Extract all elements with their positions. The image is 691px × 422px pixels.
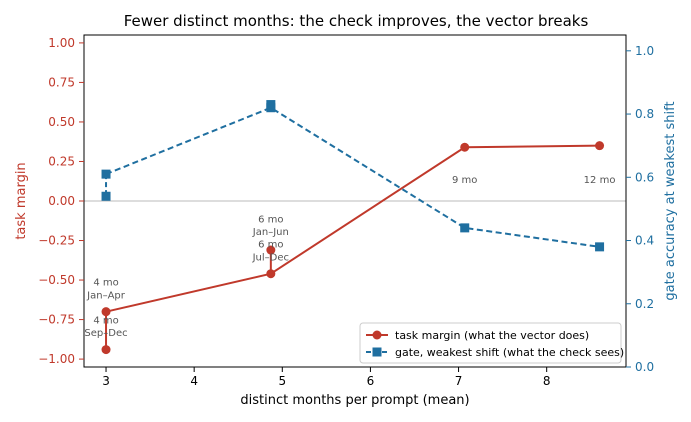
legend-gate-marker <box>372 347 382 357</box>
point-annotation: 4 mo <box>93 316 118 327</box>
gate-accuracy-point <box>101 169 111 179</box>
x-tick-label: 5 <box>278 374 286 388</box>
y-left-tick-label: 0.25 <box>48 154 75 168</box>
legend-box <box>359 322 622 364</box>
x-tick-label: 4 <box>190 374 198 388</box>
y-right-tick-label: 1.0 <box>635 44 654 58</box>
y-left-tick-label: −1.00 <box>38 352 75 366</box>
legend: task margin (what the vector does) gate,… <box>359 322 624 364</box>
task-margin-point <box>266 245 276 255</box>
task-margin-point <box>595 141 605 151</box>
y-right-tick-label: 0.6 <box>635 170 654 184</box>
point-annotation: Jan–Apr <box>86 290 126 301</box>
x-tick-label: 3 <box>102 374 110 388</box>
y-left-tick-label: 1.00 <box>48 36 75 50</box>
legend-gate-label: gate, weakest shift (what the check sees… <box>395 346 624 359</box>
gate-accuracy-point <box>595 242 605 252</box>
point-annotation: 6 mo <box>258 214 283 225</box>
legend-task-label: task margin (what the vector does) <box>395 329 589 342</box>
point-annotation: Jul–Dec <box>252 252 289 263</box>
y-right-tick-label: 0.4 <box>635 234 654 248</box>
gate-accuracy-point <box>101 191 111 201</box>
gate-accuracy-point <box>460 223 470 233</box>
x-axis-label: distinct months per prompt (mean) <box>240 393 469 408</box>
point-annotation: Jan–Jun <box>252 227 289 238</box>
legend-task-marker <box>372 330 382 340</box>
task-margin-point <box>266 269 276 279</box>
y-left-tick-label: −0.75 <box>38 313 75 327</box>
y-axis-left-label: task margin <box>14 162 29 239</box>
task-margin-point <box>101 345 111 355</box>
x-tick-label: 8 <box>543 374 551 388</box>
point-annotation: 9 mo <box>452 175 477 186</box>
task-margin-line <box>105 144 600 313</box>
x-tick-label: 7 <box>455 374 463 388</box>
y-left-tick-label: −0.25 <box>38 234 75 248</box>
y-right-tick-label: 0.0 <box>635 360 654 374</box>
gate-accuracy-line <box>105 106 600 248</box>
y-left-tick-label: −0.50 <box>38 273 75 287</box>
task-margin-point <box>460 142 470 152</box>
chart-title: Fewer distinct months: the check improve… <box>124 12 589 30</box>
x-tick-label: 6 <box>367 374 375 388</box>
point-annotation: Sep–Dec <box>84 328 127 339</box>
y-right-tick-label: 0.2 <box>635 297 654 311</box>
y-left-tick-label: 0.75 <box>48 75 75 89</box>
y-left-tick-label: 0.00 <box>48 194 75 208</box>
point-annotation: 4 mo <box>93 278 118 289</box>
y-left-tick-label: 0.50 <box>48 115 75 129</box>
gate-accuracy-point <box>266 100 276 110</box>
y-right-tick-label: 0.8 <box>635 107 654 121</box>
y-axis-right-label: gate accuracy at weakest shift <box>663 101 678 300</box>
task-margin-point <box>101 307 111 317</box>
point-annotation: 6 mo <box>258 240 283 251</box>
point-annotation: 12 mo <box>584 175 616 186</box>
